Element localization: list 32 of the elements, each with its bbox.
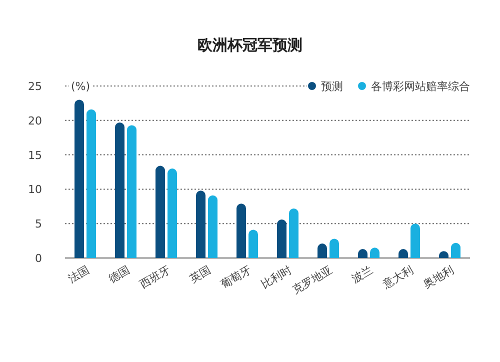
x-tick-label: 意大利 xyxy=(380,263,416,292)
bar xyxy=(277,219,286,258)
legend-label: 预测 xyxy=(321,80,343,93)
bar xyxy=(196,190,206,258)
x-tick-label: 西班牙 xyxy=(138,263,173,292)
x-tick-label: 德国 xyxy=(106,263,132,286)
legend-label: 各博彩网站赔率综合 xyxy=(371,80,470,93)
bar xyxy=(74,100,84,258)
bar xyxy=(127,125,136,258)
x-tick-label: 奥地利 xyxy=(421,263,456,292)
bar xyxy=(208,195,218,258)
y-tick-label: 20 xyxy=(28,114,42,128)
y-tick-label: 10 xyxy=(28,183,42,196)
y-tick-label: 5 xyxy=(35,218,42,231)
x-tick-label: 葡萄牙 xyxy=(218,263,254,292)
bar xyxy=(168,168,177,258)
y-tick-label: 25 xyxy=(28,80,42,93)
bar xyxy=(330,238,339,258)
bar xyxy=(86,109,96,258)
x-tick-label: 法国 xyxy=(66,263,92,286)
y-axis-title: (%) xyxy=(71,80,90,93)
y-tick-label: 0 xyxy=(35,252,42,265)
y-tick-label: 15 xyxy=(28,148,42,162)
chart-title: 欧洲杯冠军预测 xyxy=(198,36,302,54)
x-tick-label: 英国 xyxy=(188,263,214,286)
bar xyxy=(410,224,420,258)
bar xyxy=(289,208,298,258)
x-tick-label: 波兰 xyxy=(350,263,376,286)
bar xyxy=(248,230,258,258)
bar xyxy=(236,204,246,258)
bar xyxy=(156,166,165,258)
bar xyxy=(115,122,124,258)
